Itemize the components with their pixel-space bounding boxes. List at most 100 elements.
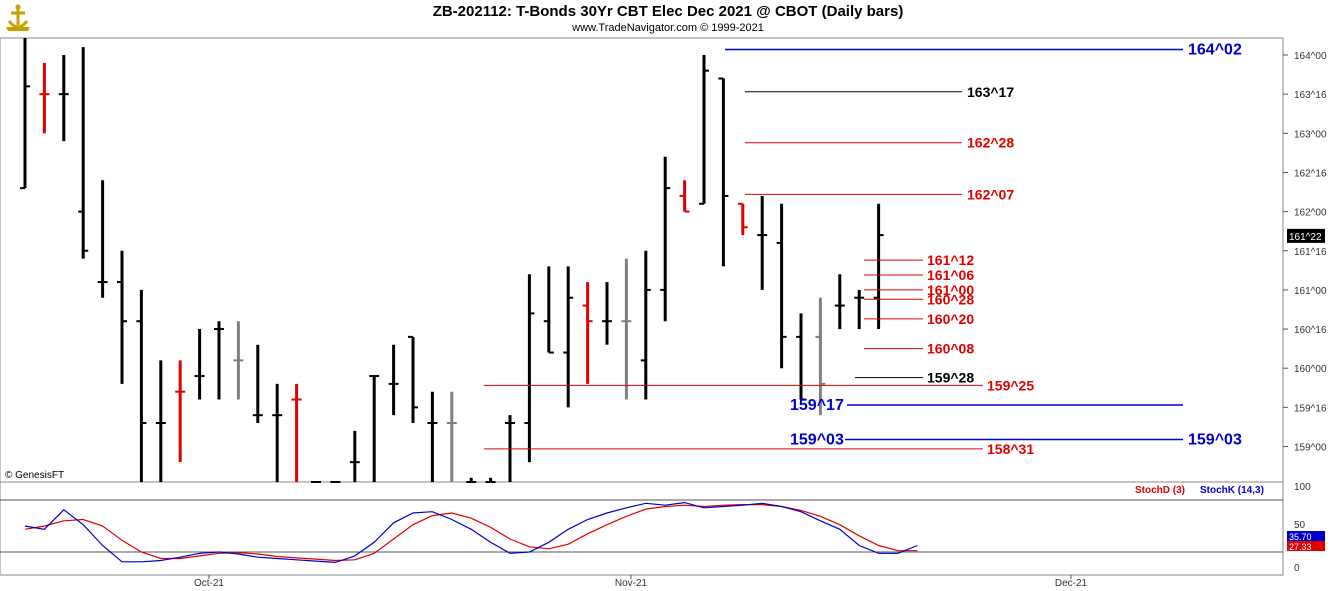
current-price-box xyxy=(1287,228,1325,243)
price-panel-border xyxy=(0,37,1284,483)
stoch-d-value-box xyxy=(1287,541,1325,551)
date-axis: Oct-21 Nov-21 Dec-21 xyxy=(194,575,1088,589)
logo-icon xyxy=(3,3,33,38)
level-label: 162^07 xyxy=(967,186,1014,202)
watermark: © GenesisFT xyxy=(5,470,64,481)
level-160-28: 160^28 xyxy=(864,291,974,307)
level-label: 159^25 xyxy=(987,377,1034,393)
ohlc-bar xyxy=(621,258,632,400)
stoch-k-line xyxy=(24,501,918,564)
ohlc-bar xyxy=(39,62,50,134)
stoch-panel-border xyxy=(0,481,1284,576)
ohlc-bar xyxy=(388,344,399,416)
ohlc-bar xyxy=(679,180,690,213)
level-label: 158^31 xyxy=(987,441,1034,457)
ohlc-bar xyxy=(485,477,496,483)
ohlc-bar xyxy=(252,344,263,424)
stoch-k-value-box xyxy=(1287,531,1325,541)
chart-title: ZB-202112: T-Bonds 30Yr CBT Elec Dec 202… xyxy=(432,3,904,20)
ohlc-bar xyxy=(543,266,554,354)
ohlc-bar xyxy=(20,38,30,190)
ohlc-bar xyxy=(524,274,535,463)
ohlc-bar xyxy=(602,282,612,345)
chart-subtitle: www.TradeNavigator.com © 1999-2021 xyxy=(572,22,764,34)
ohlc-bar xyxy=(834,274,845,330)
ohlc-bar xyxy=(78,47,89,259)
ohlc-bar xyxy=(155,360,166,482)
level-label: 161^12 xyxy=(927,252,974,268)
level-162-28: 162^28 xyxy=(745,135,1014,151)
ohlc-bar xyxy=(233,321,244,400)
ohlc-bar xyxy=(660,156,671,322)
ohlc-bar xyxy=(97,180,108,298)
level-lines: 164^02 163^17 162^28 162^07 161^12161^06161^… xyxy=(484,42,1242,457)
level-label: 163^17 xyxy=(967,84,1014,100)
ohlc-bar xyxy=(214,321,224,400)
level-164-02: 164^02 xyxy=(725,42,1242,59)
stoch-tick-label: 0 xyxy=(1294,563,1300,574)
level-label: 159^03 xyxy=(1188,431,1242,448)
level-label: 164^02 xyxy=(1188,42,1242,59)
ohlc-bar xyxy=(737,202,748,236)
level-163-17: 163^17 xyxy=(745,84,1014,100)
level-159-28: 159^28 xyxy=(855,370,974,386)
level-161-06: 161^06 xyxy=(864,267,974,283)
stoch-k-value: 35.70 xyxy=(1289,532,1312,542)
level-label: 160^28 xyxy=(927,291,974,307)
ohlc-bar xyxy=(291,383,302,482)
level-159-17: 159^17 xyxy=(790,397,1183,414)
ohlc-bar xyxy=(349,430,360,482)
ohlc-bar xyxy=(873,203,884,330)
price-tick-label: 161^00 xyxy=(1294,286,1327,297)
price-tick-label: 163^16 xyxy=(1294,90,1327,101)
stoch-k-legend: StochK (14,3) xyxy=(1200,485,1264,496)
level-160-20: 160^20 xyxy=(864,311,974,327)
price-tick-label: 162^00 xyxy=(1294,208,1327,219)
level-161-12: 161^12 xyxy=(864,252,974,268)
stoch-tick-label: 50 xyxy=(1294,520,1306,531)
ohlc-bar xyxy=(175,360,186,463)
level-158-31: 158^31 xyxy=(484,441,1034,457)
ohlc-bar xyxy=(117,250,127,384)
level-159-25: 159^25 xyxy=(484,377,1034,393)
date-tick-label: Nov-21 xyxy=(615,578,648,589)
ohlc-bar xyxy=(718,77,729,267)
price-tick-label: 164^00 xyxy=(1294,51,1327,62)
ohlc-bar xyxy=(446,391,457,482)
level-label: 161^00 xyxy=(927,282,974,298)
price-tick-label: 163^00 xyxy=(1294,129,1327,140)
stoch-tick-label: 100 xyxy=(1294,482,1311,493)
ohlc-bar xyxy=(699,55,709,205)
ohlc-bar xyxy=(757,195,768,290)
ohlc-bar xyxy=(369,375,380,482)
ohlc-bar xyxy=(408,335,418,424)
ohlc-bar xyxy=(427,391,438,482)
level-label: 161^06 xyxy=(927,267,974,283)
ohlc-bar xyxy=(194,329,205,400)
ohlc-bar xyxy=(563,266,574,408)
date-tick-label: Oct-21 xyxy=(194,578,224,589)
level-label: 162^28 xyxy=(967,135,1014,151)
price-tick-label: 159^16 xyxy=(1294,403,1327,414)
current-price-label: 161^22 xyxy=(1289,232,1322,243)
stoch-d-value: 27.33 xyxy=(1289,542,1312,552)
ohlc-bar xyxy=(582,282,593,384)
price-tick-label: 162^16 xyxy=(1294,168,1327,179)
level-label: 159^17 xyxy=(790,397,844,414)
price-tick-label: 159^00 xyxy=(1294,443,1327,454)
level-label: 159^03 xyxy=(790,431,844,448)
ohlc-bar xyxy=(815,297,826,416)
level-label: 159^28 xyxy=(927,370,974,386)
ohlc-bar xyxy=(136,289,147,482)
stoch-d-legend: StochD (3) xyxy=(1135,485,1185,496)
level-162-07: 162^07 xyxy=(745,186,1014,202)
date-tick-label: Dec-21 xyxy=(1055,578,1088,589)
ohlc-bar xyxy=(776,203,787,369)
ohlc-bar xyxy=(466,477,477,483)
level-161-00: 161^00 xyxy=(864,282,974,298)
level-label: 160^20 xyxy=(927,311,974,327)
ohlc-bar xyxy=(58,55,69,142)
price-bars xyxy=(20,38,884,483)
